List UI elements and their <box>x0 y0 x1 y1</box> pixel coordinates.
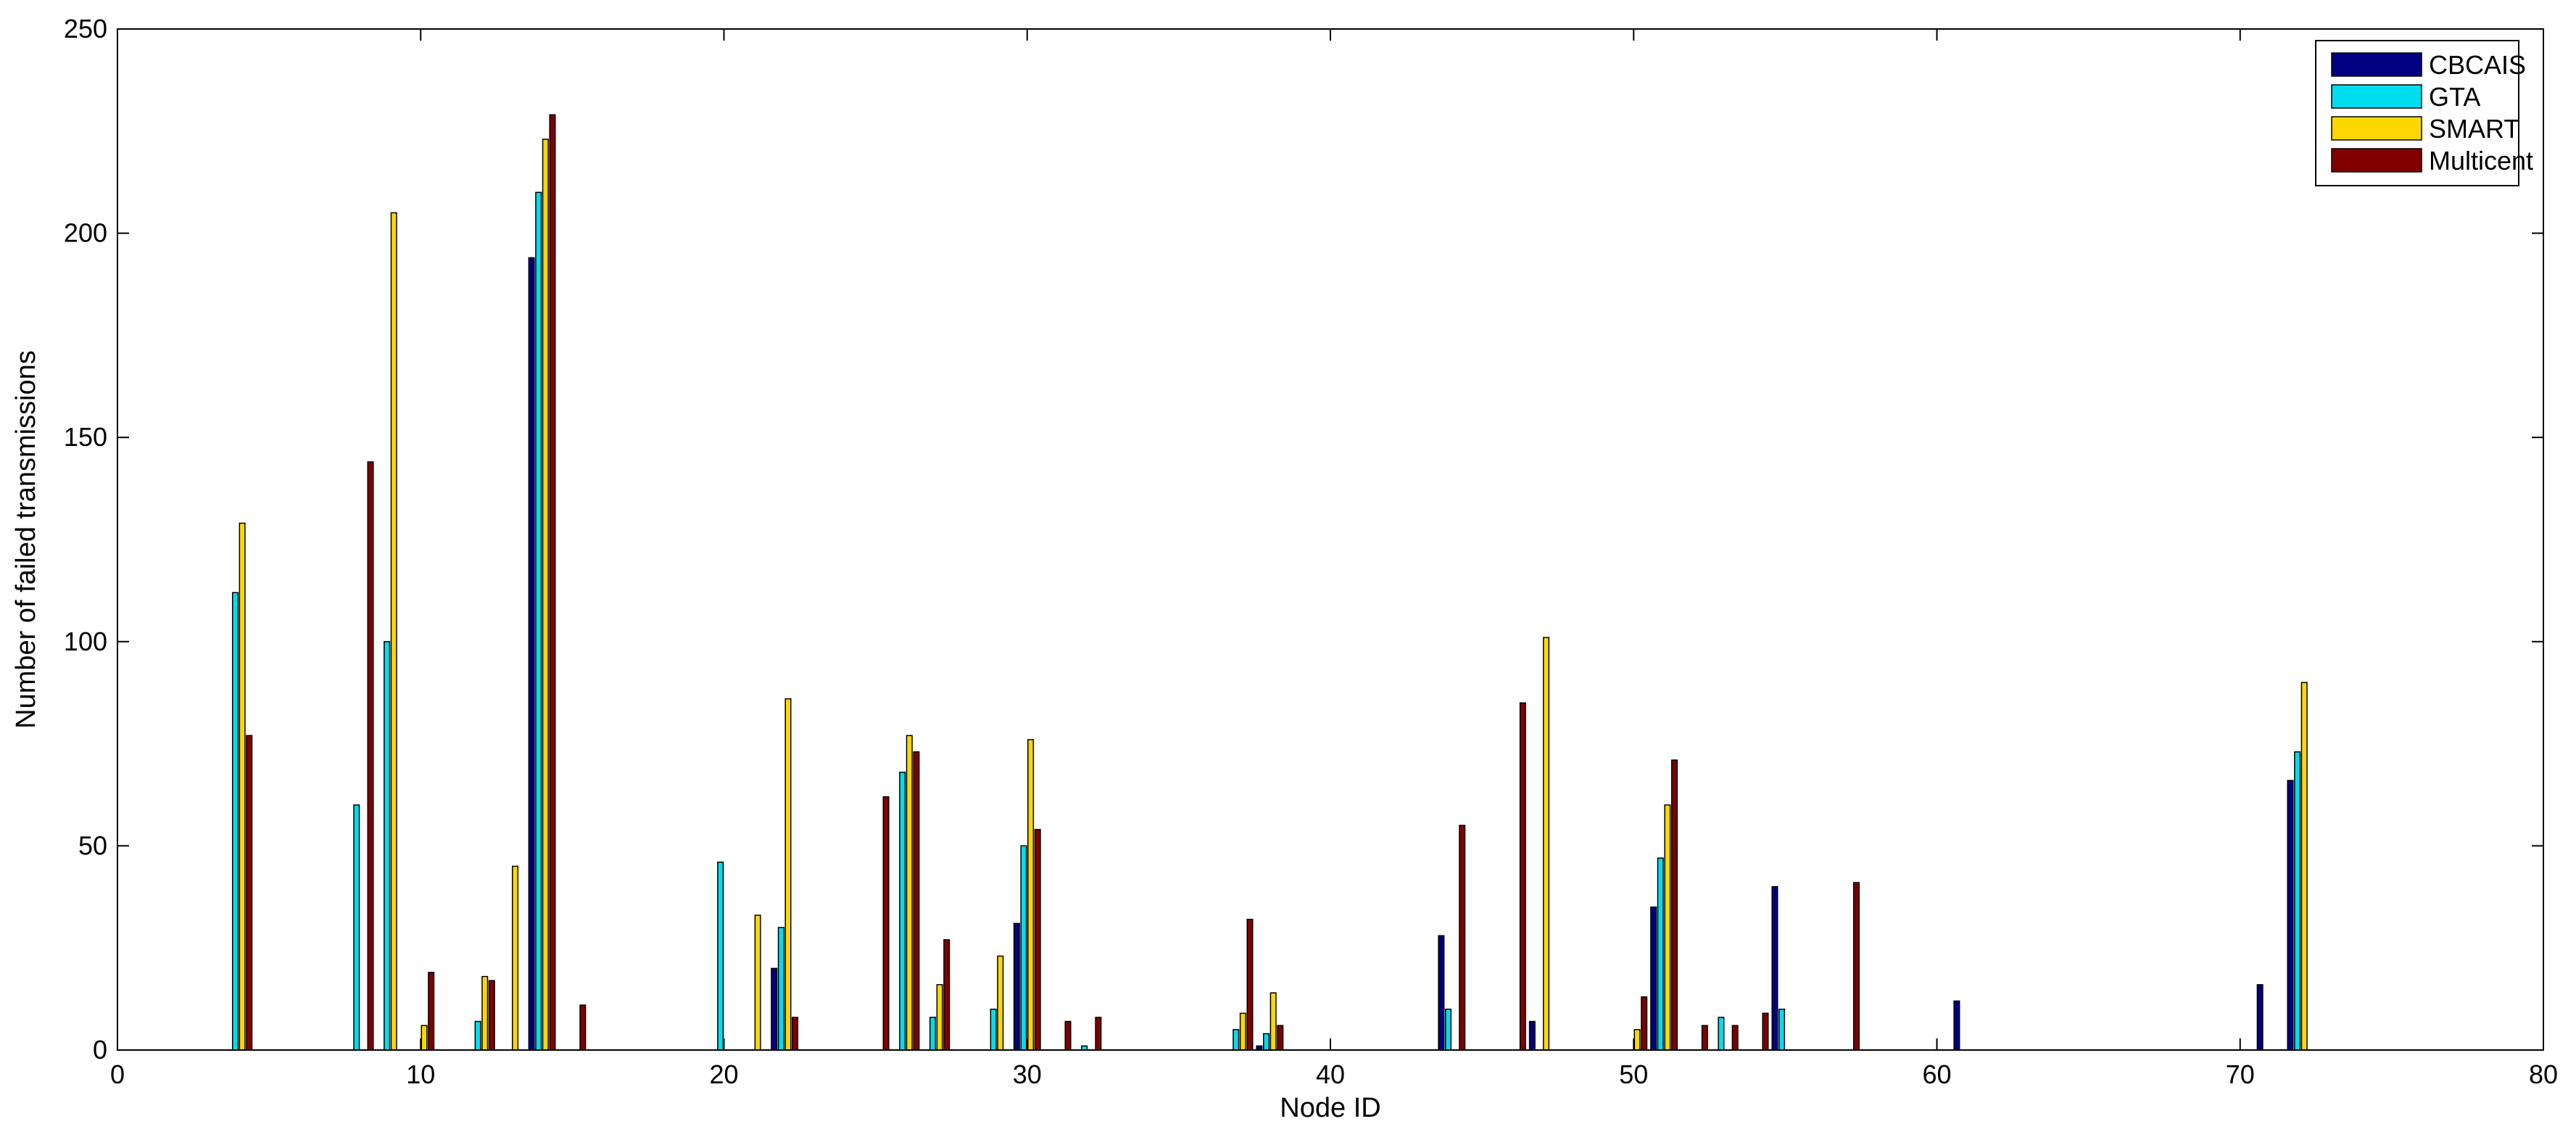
bar-gta-node-27 <box>929 1017 936 1051</box>
bar-multicent-node-10 <box>428 972 435 1051</box>
legend-label-multicent: Multicent <box>2429 146 2533 175</box>
bar-gta-node-12 <box>474 1020 481 1051</box>
bar-smart-node-9 <box>390 212 397 1051</box>
bar-multicent-node-51 <box>1670 759 1678 1051</box>
bar-gta-node-4 <box>231 592 239 1051</box>
bar-gta-node-20 <box>717 861 724 1051</box>
bar-gta-node-38 <box>1263 1033 1270 1051</box>
bar-cbcais-node-47 <box>1528 1020 1536 1051</box>
bar-multicent-node-46 <box>1519 702 1526 1051</box>
bar-multicent-node-50 <box>1641 996 1648 1051</box>
bar-multicent-node-54 <box>1762 1012 1769 1051</box>
bar-smart-node-12 <box>481 975 489 1051</box>
bar-multicent-node-22 <box>792 1017 799 1051</box>
bar-gta-node-55 <box>1778 1008 1786 1051</box>
y-tick-label: 0 <box>93 1035 107 1065</box>
bar-multicent-node-27 <box>943 939 951 1051</box>
bar-smart-node-4 <box>239 522 246 1051</box>
legend-swatch-cbcais <box>2331 52 2422 77</box>
bar-gta-node-8 <box>353 804 360 1051</box>
bar-gta-node-29 <box>990 1008 997 1051</box>
x-tick-label: 10 <box>406 1059 435 1089</box>
bar-gta-node-51 <box>1657 857 1664 1051</box>
bar-smart-node-26 <box>906 735 913 1051</box>
legend-label-gta: GTA <box>2429 82 2480 112</box>
bar-cbcais-node-14 <box>528 257 535 1051</box>
y-tick-label: 100 <box>64 627 107 656</box>
bar-gta-node-22 <box>777 927 784 1051</box>
bar-smart-node-21 <box>754 914 761 1051</box>
bar-smart-node-29 <box>997 955 1004 1051</box>
x-tick-label: 60 <box>1922 1059 1951 1089</box>
y-tick-label: 250 <box>64 14 107 44</box>
bar-multicent-node-38 <box>1277 1025 1284 1051</box>
bar-cbcais-node-61 <box>1953 1000 1960 1051</box>
y-tick-label: 200 <box>64 218 107 248</box>
legend-label-cbcais: CBCAIS <box>2429 50 2526 80</box>
bar-smart-node-30 <box>1027 739 1035 1051</box>
bar-multicent-node-15 <box>579 1004 587 1051</box>
bar-gta-node-14 <box>535 191 542 1051</box>
bar-multicent-node-14 <box>549 114 556 1051</box>
x-axis-label: Node ID <box>1280 1093 1380 1123</box>
x-tick-label: 20 <box>709 1059 738 1089</box>
bar-gta-node-30 <box>1020 845 1027 1051</box>
bar-smart-node-50 <box>1633 1029 1641 1051</box>
bar-smart-node-72 <box>2300 682 2308 1051</box>
axes-layer: 0 10 20 30 40 50 60 70 80 0 50 100 150 200 250 <box>64 14 2558 1089</box>
x-tick-label: 30 <box>1013 1059 1042 1089</box>
bar-cbcais-node-51 <box>1650 906 1657 1051</box>
x-tick-label: 70 <box>2226 1059 2255 1089</box>
bar-smart-node-13 <box>512 865 519 1051</box>
bar-multicent-node-37 <box>1246 919 1254 1051</box>
bar-multicent-node-12 <box>488 980 495 1051</box>
bar-gta-node-72 <box>2294 751 2301 1051</box>
bar-smart-node-47 <box>1543 637 1550 1051</box>
bar-multicent-node-8 <box>367 461 374 1051</box>
bar-multicent-node-53 <box>1731 1025 1739 1051</box>
bar-smart-node-22 <box>784 698 792 1051</box>
bar-smart-node-37 <box>1239 1012 1246 1051</box>
bar-smart-node-38 <box>1270 992 1277 1051</box>
legend-label-smart: SMART <box>2429 114 2519 144</box>
bar-cbcais-node-72 <box>2287 780 2294 1051</box>
bar-cbcais-node-44 <box>1438 935 1445 1051</box>
bar-smart-node-27 <box>936 984 943 1051</box>
y-tick-label: 50 <box>78 830 107 860</box>
bar-smart-node-10 <box>421 1025 428 1051</box>
bar-gta-node-37 <box>1233 1029 1240 1051</box>
bar-gta-node-9 <box>384 641 391 1051</box>
legend-swatch-smart <box>2331 116 2422 141</box>
bar-multicent-node-26 <box>913 751 920 1051</box>
bar-gta-node-26 <box>899 772 906 1051</box>
bar-cbcais-node-30 <box>1013 922 1020 1051</box>
bar-cbcais-node-71 <box>2256 984 2264 1051</box>
bar-multicent-node-57 <box>1852 882 1860 1051</box>
x-tick-label: 0 <box>110 1059 125 1089</box>
bar-multicent-node-52 <box>1701 1025 1708 1051</box>
bar-smart-node-14 <box>542 139 549 1051</box>
bar-multicent-node-32 <box>1095 1017 1102 1051</box>
bar-cbcais-node-22 <box>771 967 778 1051</box>
bar-smart-node-51 <box>1664 804 1671 1051</box>
bar-multicent-node-44 <box>1459 825 1466 1051</box>
bar-multicent-node-30 <box>1034 829 1041 1051</box>
bar-multicent-node-31 <box>1064 1020 1072 1051</box>
x-tick-label: 80 <box>2529 1059 2558 1089</box>
bar-cbcais-node-55 <box>1771 885 1778 1051</box>
y-tick-label: 150 <box>64 422 107 452</box>
y-axis-label: Number of failed transmissions <box>11 350 41 729</box>
bar-gta-node-44 <box>1444 1008 1452 1051</box>
legend-swatch-gta <box>2331 84 2422 109</box>
bar-multicent-node-25 <box>882 796 890 1051</box>
x-tick-label: 40 <box>1316 1059 1345 1089</box>
bar-gta-node-53 <box>1718 1017 1725 1051</box>
legend-swatch-multicent <box>2331 148 2422 173</box>
bar-multicent-node-4 <box>246 735 253 1051</box>
x-tick-label: 50 <box>1619 1059 1648 1089</box>
